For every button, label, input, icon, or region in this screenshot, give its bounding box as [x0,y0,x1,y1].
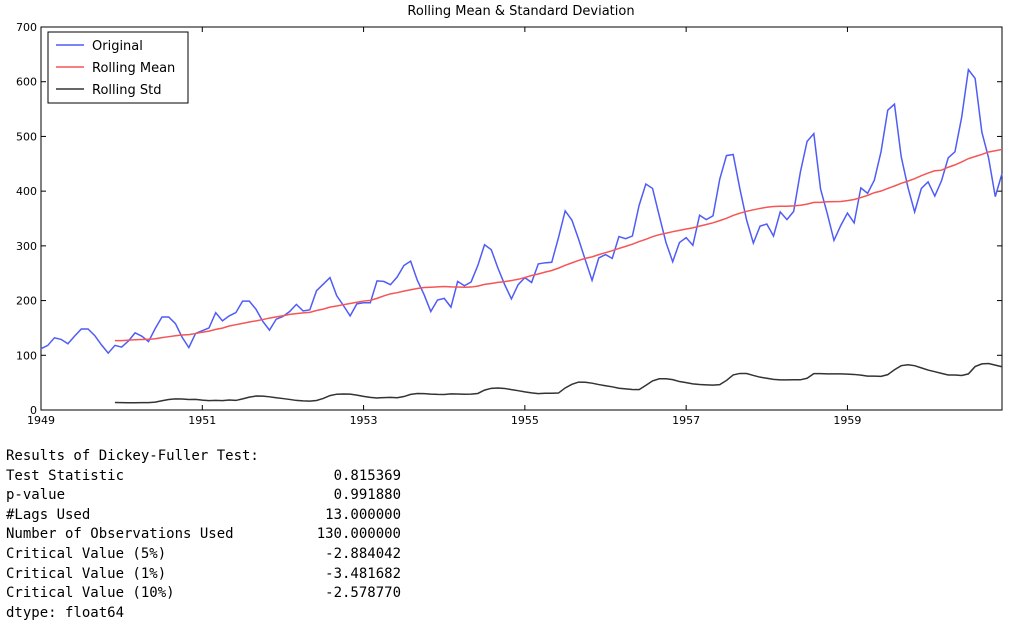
y-tick-label: 400 [16,185,37,198]
y-tick-label: 300 [16,240,37,253]
y-tick-label: 0 [30,404,37,417]
result-value: 130.000000 [316,526,401,543]
result-value: 0.815369 [333,467,401,484]
y-tick-label: 200 [16,295,37,308]
result-row: p-value 0.991880 [6,486,401,506]
x-tick-label: 1959 [833,414,861,427]
result-row: #Lags Used 13.000000 [6,506,401,526]
y-tick-label: 100 [16,349,37,362]
result-row: Critical Value (10%) -2.578770 [6,584,401,604]
result-label: Critical Value (5%) [6,545,167,562]
result-label: Number of Observations Used [6,526,234,543]
result-value: -3.481682 [325,565,401,582]
y-tick-label: 700 [16,21,37,34]
y-tick-label: 600 [16,76,37,89]
x-tick-label: 1949 [27,414,55,427]
legend-label: Rolling Mean [92,61,175,76]
x-tick-label: 1957 [672,414,700,427]
result-label: Critical Value (1%) [6,565,167,582]
chart: Rolling Mean & Standard Deviation 0 100 20… [16,4,1003,427]
results-footer: dtype: float64 [6,604,125,621]
y-tick-label: 500 [16,130,37,143]
legend-label: Original [92,39,143,54]
x-tick-label: 1951 [188,414,216,427]
result-value: -2.884042 [325,545,401,562]
result-label: Critical Value (10%) [6,585,175,602]
results-rows: Test Statistic 0.815369 p-value 0.991880 #La… [6,467,401,604]
result-row: Critical Value (5%) -2.884042 [6,545,401,565]
series-line [114,148,1003,342]
legend-label: Rolling Std [92,83,161,98]
result-row: Number of Observations Used 130.000000 [6,525,401,545]
legend: Original Rolling Mean Rolling Std [47,31,189,104]
result-value: 13.000000 [325,506,401,523]
plot-frame [40,26,1003,411]
x-tick-label: 1955 [511,414,539,427]
series-line [114,362,1003,404]
result-label: Test Statistic [6,467,125,484]
result-value: -2.578770 [325,585,401,602]
result-row: Test Statistic 0.815369 [6,467,401,487]
series-line [40,67,1003,355]
result-value: 0.991880 [333,487,401,504]
result-label: #Lags Used [6,506,91,523]
results-title: Results of Dickey-Fuller Test: [6,448,259,464]
chart-title: Rolling Mean & Standard Deviation [407,4,634,19]
result-label: p-value [6,487,66,504]
result-row: Critical Value (1%) -3.481682 [6,565,401,585]
x-tick-label: 1953 [350,414,378,427]
results: Results of Dickey-Fuller Test: Test Stat… [6,447,401,623]
